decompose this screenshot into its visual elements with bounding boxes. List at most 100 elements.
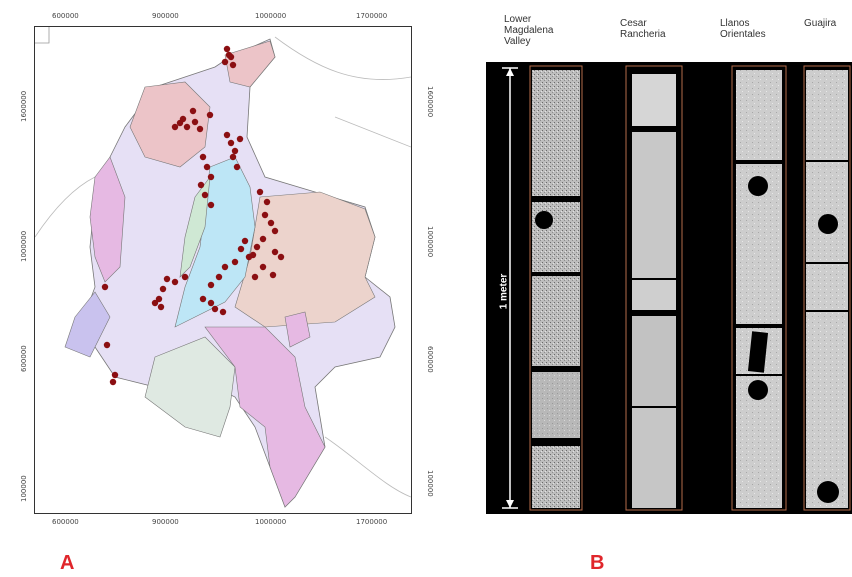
sample-site-marker — [179, 115, 187, 123]
right-tick-1: 1600000 — [426, 86, 434, 118]
region-east-pink — [284, 311, 311, 348]
sample-site-marker — [171, 278, 179, 286]
sample-site-marker — [267, 219, 275, 227]
region-guajira — [224, 40, 276, 88]
border-outline-3 — [334, 116, 411, 148]
scale-arrow-bottom — [506, 500, 514, 508]
sample-site-marker — [269, 271, 277, 279]
column-label-guajira: Guajira — [804, 18, 836, 29]
sample-site-marker — [103, 341, 111, 349]
panel-b: Lower Magdalena Valley Cesar Rancheria L… — [470, 0, 852, 577]
bottom-tick-3: 1000000 — [255, 518, 287, 526]
sample-site-marker — [207, 299, 215, 307]
core-column-lower-magdalena — [529, 65, 583, 511]
col3-line2: Orientales — [720, 29, 766, 40]
sample-site-marker — [207, 173, 215, 181]
region-south-green — [144, 336, 236, 438]
region-west-pink — [89, 156, 126, 283]
sample-site-marker — [197, 181, 205, 189]
bottom-tick-4: 1700000 — [356, 518, 388, 526]
sample-sites — [101, 45, 285, 386]
sample-site-marker — [207, 201, 215, 209]
top-tick-3: 1000000 — [255, 12, 287, 20]
sample-site-marker — [221, 263, 229, 271]
sample-site-marker — [223, 45, 231, 53]
sample-site-marker — [183, 123, 191, 131]
core-column-llanos-orientales — [731, 65, 787, 511]
sample-site-marker — [229, 61, 237, 69]
sample-site-marker — [259, 235, 267, 243]
sample-site-marker — [101, 283, 109, 291]
sample-site-marker — [225, 51, 233, 59]
sample-site-marker — [227, 139, 235, 147]
region-coast — [64, 291, 111, 358]
right-tick-3: 600000 — [426, 346, 434, 373]
corner-outline — [35, 27, 50, 44]
sample-site-marker — [109, 378, 117, 386]
sample-site-marker — [219, 308, 227, 316]
sample-site-marker — [207, 281, 215, 289]
sample-site-marker — [245, 253, 253, 261]
sample-site-marker — [157, 303, 165, 311]
scale-arrow-top — [506, 68, 514, 76]
col1-line3: Valley — [504, 36, 531, 47]
sample-site-marker — [261, 211, 269, 219]
sample-site-marker — [277, 253, 285, 261]
sample-site-marker — [199, 153, 207, 161]
sample-site-marker — [253, 243, 261, 251]
col4-line1: Guajira — [804, 18, 837, 29]
sample-site-marker — [223, 131, 231, 139]
panel-b-label: B — [590, 552, 605, 574]
sample-site-marker — [191, 118, 199, 126]
panel-a-label: A — [60, 552, 75, 574]
sample-site-marker — [263, 198, 271, 206]
scale-bar-label: 1 meter — [498, 273, 510, 310]
sample-site-marker — [271, 227, 279, 235]
column-label-cesar-rancheria: Cesar Rancheria — [620, 18, 666, 40]
sample-site-marker — [189, 107, 197, 115]
core-photos — [502, 65, 851, 511]
top-tick-1: 600000 — [52, 12, 79, 20]
colombia-geologic-map — [35, 27, 411, 508]
sample-site-marker — [111, 371, 119, 379]
top-tick-4: 1700000 — [356, 12, 388, 20]
panel-a: 600000 900000 1000000 1700000 600000 900… — [20, 12, 434, 574]
right-tick-4: 100000 — [426, 470, 434, 497]
left-tick-1: 1600000 — [20, 90, 28, 122]
sample-site-marker — [196, 125, 204, 133]
sample-site-marker — [211, 305, 219, 313]
col3-line1: Llanos — [720, 18, 750, 29]
region-magdalena — [174, 156, 256, 328]
region-amazon — [204, 326, 326, 508]
col1-line1: Lower — [504, 14, 532, 25]
sample-site-marker — [231, 147, 239, 155]
region-north — [129, 81, 211, 168]
sample-site-marker — [259, 263, 267, 271]
column-label-llanos-orientales: Llanos Orientales — [720, 18, 766, 40]
sample-site-marker — [233, 163, 241, 171]
sample-site-marker — [256, 188, 264, 196]
top-tick-2: 900000 — [152, 12, 179, 20]
sea-outline — [35, 176, 96, 238]
left-tick-3: 600000 — [20, 345, 28, 372]
column-label-lower-magdalena: Lower Magdalena Valley — [504, 14, 553, 47]
sample-site-marker — [206, 111, 214, 119]
sample-site-marker — [271, 248, 279, 256]
sample-site-marker — [229, 153, 237, 161]
sample-site-marker — [241, 237, 249, 245]
sample-site-marker — [203, 163, 211, 171]
sample-site-marker — [221, 58, 229, 66]
sample-site-marker — [237, 245, 245, 253]
sample-site-marker — [201, 191, 209, 199]
sample-site-marker — [215, 273, 223, 281]
bottom-tick-1: 600000 — [52, 518, 79, 526]
map-frame — [34, 26, 412, 514]
sample-site-marker — [231, 258, 239, 266]
core-column-cesar-rancheria — [625, 65, 683, 511]
core-column-guajira — [803, 65, 851, 511]
sample-site-marker — [236, 135, 244, 143]
sample-site-marker — [163, 275, 171, 283]
right-tick-2: 1000000 — [426, 226, 434, 258]
col2-line1: Cesar — [620, 18, 647, 29]
col2-line2: Rancheria — [620, 29, 666, 40]
